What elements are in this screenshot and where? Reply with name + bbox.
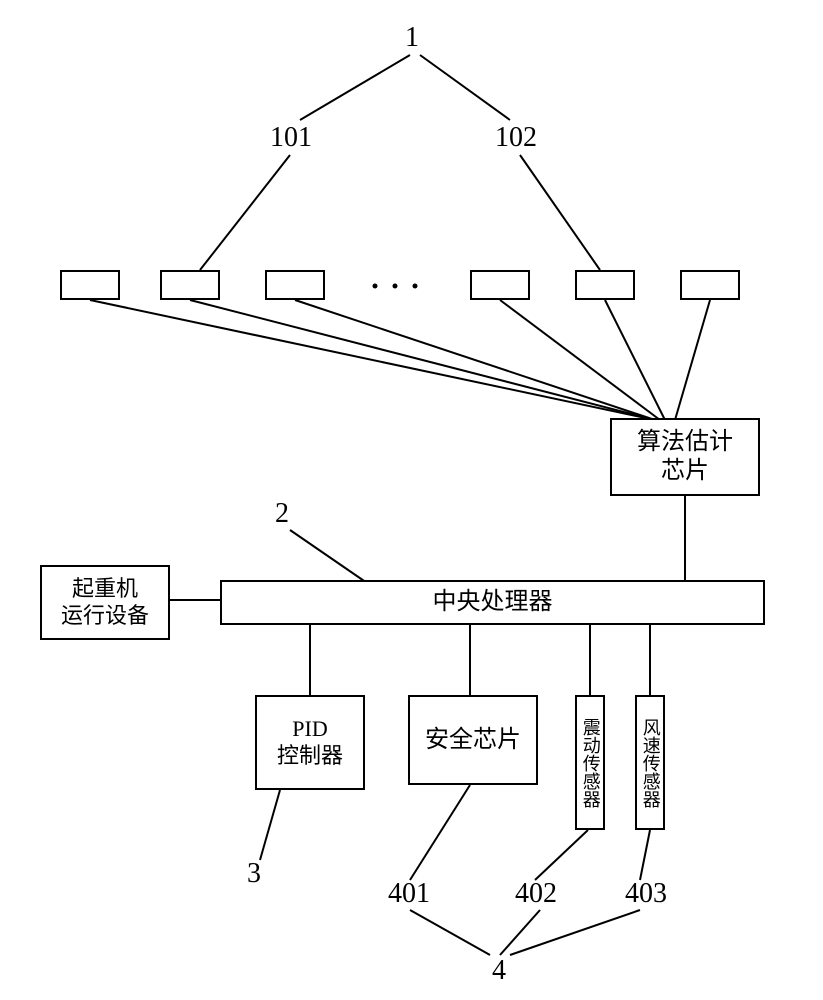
safety-chip-box: 安全芯片 — [408, 695, 538, 785]
sensor-box-6 — [680, 270, 740, 300]
sensor-box-3 — [265, 270, 325, 300]
label-402: 402 — [515, 878, 557, 910]
vibration-sensor-label: 震动传感器 — [579, 697, 601, 828]
crane-equip-box: 起重机 运行设备 — [40, 565, 170, 640]
diagram-lines — [0, 0, 823, 1000]
label-102: 102 — [495, 122, 537, 154]
label-2: 2 — [275, 498, 289, 530]
sensor-box-2 — [160, 270, 220, 300]
sensor-box-4 — [470, 270, 530, 300]
sensor-box-1 — [60, 270, 120, 300]
label-101: 101 — [270, 122, 312, 154]
sensor-box-5 — [575, 270, 635, 300]
label-1: 1 — [405, 22, 419, 54]
cpu-box: 中央处理器 — [220, 580, 765, 625]
label-403: 403 — [625, 878, 667, 910]
label-4: 4 — [492, 955, 506, 987]
algo-chip-box: 算法估计 芯片 — [610, 418, 760, 496]
label-401: 401 — [388, 878, 430, 910]
label-3: 3 — [247, 858, 261, 890]
wind-sensor-box: 风速传感器 — [635, 695, 665, 830]
wind-sensor-label: 风速传感器 — [639, 697, 661, 828]
pid-box: PID 控制器 — [255, 695, 365, 790]
vibration-sensor-box: 震动传感器 — [575, 695, 605, 830]
